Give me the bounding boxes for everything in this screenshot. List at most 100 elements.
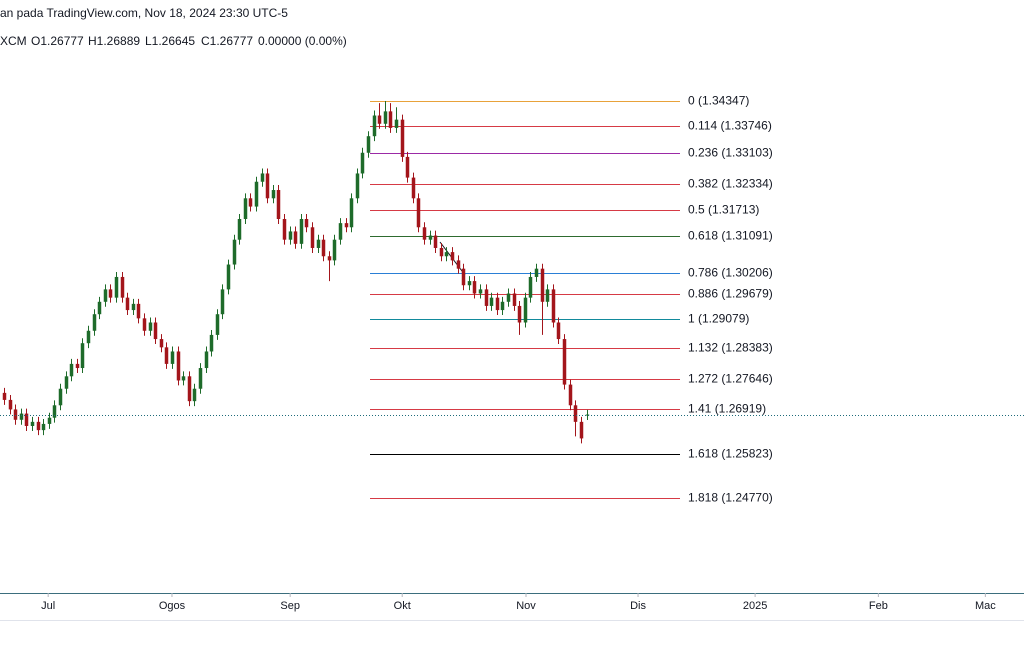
fib-level-label: 1.41 (1.26919) <box>688 402 766 416</box>
candle-body <box>299 218 304 244</box>
candle-body <box>372 115 377 137</box>
candle-body <box>489 297 494 306</box>
candle-body <box>562 339 567 385</box>
fib-level-label: 0.786 (1.30206) <box>688 266 773 280</box>
candle-body <box>164 347 169 364</box>
candle-body <box>187 376 192 402</box>
fib-level-label: 0.886 (1.29679) <box>688 287 773 301</box>
candle-body <box>282 218 287 240</box>
fib-level-label: 1.132 (1.28383) <box>688 341 773 355</box>
candle-body <box>209 334 214 352</box>
candle-body <box>204 351 209 369</box>
candle-body <box>568 384 573 406</box>
candle-body <box>220 289 225 315</box>
x-tick-label: Dis <box>630 600 646 612</box>
candle-body <box>545 289 550 302</box>
fib-level-label: 0.114 (1.33746) <box>688 119 772 133</box>
candle-body <box>148 322 153 331</box>
candle-body <box>344 223 349 228</box>
candle-body <box>293 231 298 244</box>
candle-body <box>30 421 35 426</box>
candle-body <box>484 289 489 306</box>
candle-body <box>523 297 528 323</box>
candle-body <box>444 252 449 257</box>
candle-body <box>355 173 360 199</box>
x-tick-label: Ogos <box>159 600 186 612</box>
candle-body <box>86 330 91 344</box>
candle-body <box>80 343 85 369</box>
candle-body <box>41 423 46 431</box>
candle-body <box>528 276 533 298</box>
candle-body <box>136 303 141 319</box>
candle-body <box>108 289 113 298</box>
candle-body <box>551 289 556 323</box>
candle-body <box>556 322 561 340</box>
candle-body <box>534 268 539 277</box>
fib-level-label: 0.382 (1.32334) <box>688 177 773 191</box>
symbol: XCM <box>0 34 27 48</box>
candle-body <box>288 231 293 240</box>
candle-body <box>97 301 102 315</box>
fib-level-label: 0.5 (1.31713) <box>688 203 759 217</box>
candle-body <box>338 223 343 240</box>
x-tick-label: Mac <box>975 600 996 612</box>
x-tick-label: Sep <box>280 600 300 612</box>
candle-body <box>506 293 511 302</box>
candle-body <box>24 413 29 426</box>
candle-body <box>428 235 433 240</box>
candle-body <box>170 351 175 364</box>
candle-body <box>579 421 584 439</box>
x-tick-label: Jul <box>41 600 55 612</box>
candle-body <box>478 289 483 294</box>
candle-body <box>349 198 354 228</box>
candle-body <box>69 363 74 377</box>
candle-body <box>411 177 416 199</box>
plot-area: Jul Ogos Sep Okt Nov Dis 2025 Feb Mac 0 (1.34347)… <box>0 94 1024 612</box>
candle-body <box>327 256 332 261</box>
candle-body <box>450 252 455 261</box>
candle-body <box>176 351 181 381</box>
candle-body <box>422 227 427 240</box>
candle-body <box>304 218 309 228</box>
candle-body <box>512 293 517 306</box>
fib-level-label: 0.236 (1.33103) <box>688 146 773 160</box>
candle-body <box>64 376 69 389</box>
candle-body <box>271 190 276 199</box>
candle-body <box>131 303 136 311</box>
candle-body <box>260 173 265 182</box>
candle-body <box>120 276 125 298</box>
candle-body <box>243 198 248 219</box>
candle-body <box>8 399 13 410</box>
candle-body <box>114 276 119 298</box>
candle-body <box>495 297 500 311</box>
candle-body <box>540 268 545 302</box>
ohlc-low: L1.26645 <box>145 34 195 48</box>
candle-body <box>416 198 421 228</box>
x-tick-label: Okt <box>394 600 411 612</box>
x-tick-label: Nov <box>516 600 536 612</box>
published-note: an pada TradingView.com, Nov 18, 2024 23… <box>0 6 288 20</box>
candle-body <box>472 281 477 294</box>
candle-body <box>276 190 281 219</box>
candle-body <box>2 392 7 400</box>
candle-body <box>467 281 472 286</box>
candle-body <box>383 111 388 124</box>
candle-body <box>125 297 130 311</box>
candle-body <box>47 417 52 424</box>
candle-body <box>439 247 444 257</box>
candle-body <box>248 198 253 207</box>
candle-body <box>232 239 237 265</box>
candle-body <box>36 421 41 431</box>
candle-body <box>52 405 57 418</box>
candle-body <box>58 388 63 406</box>
candle-body <box>517 305 522 323</box>
candle-body <box>198 368 203 389</box>
candle-body <box>181 376 186 381</box>
candle-body <box>500 301 505 311</box>
candle-body <box>366 136 371 153</box>
ohlc-close: C1.26777 <box>201 34 253 48</box>
fib-level-label: 1.272 (1.27646) <box>688 372 773 386</box>
candle-body <box>360 152 365 174</box>
